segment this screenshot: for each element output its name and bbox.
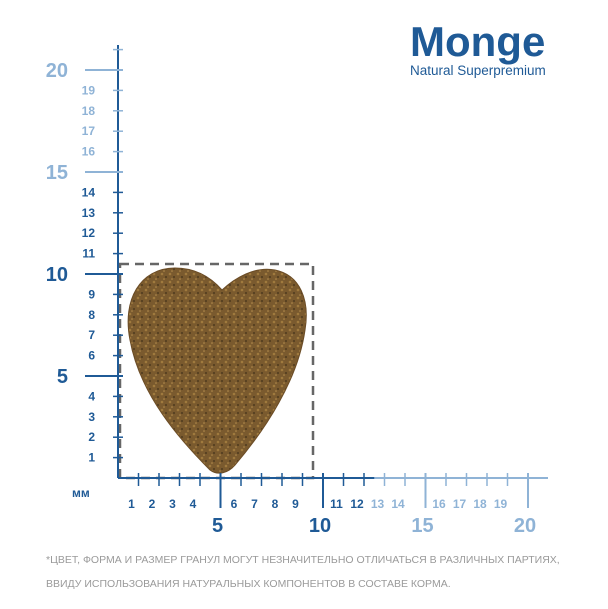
vertical-tick-label: 11 (82, 247, 95, 261)
vertical-tick-label: 9 (88, 287, 95, 301)
vertical-tick-label: 18 (82, 104, 96, 118)
footnote-line: ВВИДУ ИСПОЛЬЗОВАНИЯ НАТУРАЛЬНЫХ КОМПОНЕН… (46, 578, 451, 590)
horizontal-tick-label: 16 (432, 497, 446, 511)
horizontal-tick-label: 19 (494, 497, 508, 511)
kibble-image (127, 267, 307, 474)
vertical-tick-label: 6 (88, 349, 95, 363)
horizontal-major-label: 15 (411, 515, 433, 537)
horizontal-major-label: 10 (309, 515, 331, 537)
horizontal-tick-label: 14 (391, 497, 405, 511)
horizontal-tick-label: 3 (169, 497, 176, 511)
logo-brand: Monge (410, 18, 545, 65)
vertical-tick-label: 17 (82, 124, 96, 138)
vertical-tick-label: 2 (88, 430, 95, 444)
vertical-tick-label: 1 (88, 451, 95, 465)
horizontal-tick-label: 7 (251, 497, 258, 511)
vertical-tick-label: 3 (88, 410, 95, 424)
horizontal-tick-label: 1 (128, 497, 135, 511)
horizontal-tick-label: 8 (272, 497, 279, 511)
vertical-tick-label: 7 (88, 328, 95, 342)
vertical-tick-label: 4 (88, 389, 95, 403)
horizontal-tick-label: 17 (453, 497, 467, 511)
vertical-tick-label: 12 (82, 226, 96, 240)
unit-label: мм (72, 486, 90, 500)
vertical-major-label: 20 (46, 60, 68, 82)
logo-tagline: Natural Superpremium (410, 63, 546, 78)
horizontal-tick-label: 9 (292, 497, 299, 511)
horizontal-tick-label: 18 (473, 497, 487, 511)
vertical-tick-label: 13 (82, 206, 96, 220)
horizontal-tick-label: 6 (231, 497, 238, 511)
horizontal-tick-label: 2 (149, 497, 156, 511)
horizontal-major-label: 20 (514, 515, 536, 537)
horizontal-tick-label: 4 (190, 497, 197, 511)
vertical-major-label: 10 (46, 264, 68, 286)
horizontal-tick-label: 11 (330, 497, 343, 511)
vertical-tick-label: 8 (88, 308, 95, 322)
vertical-tick-label: 14 (82, 185, 96, 199)
vertical-major-label: 5 (57, 366, 68, 388)
vertical-major-label: 15 (46, 162, 68, 184)
footnote-line: *ЦВЕТ, ФОРМА И РАЗМЕР ГРАНУЛ МОГУТ НЕЗНА… (46, 554, 560, 566)
horizontal-tick-label: 12 (350, 497, 364, 511)
horizontal-tick-label: 13 (371, 497, 385, 511)
horizontal-major-label: 5 (212, 515, 223, 537)
vertical-tick-label: 19 (82, 83, 96, 97)
vertical-tick-label: 16 (82, 145, 96, 159)
